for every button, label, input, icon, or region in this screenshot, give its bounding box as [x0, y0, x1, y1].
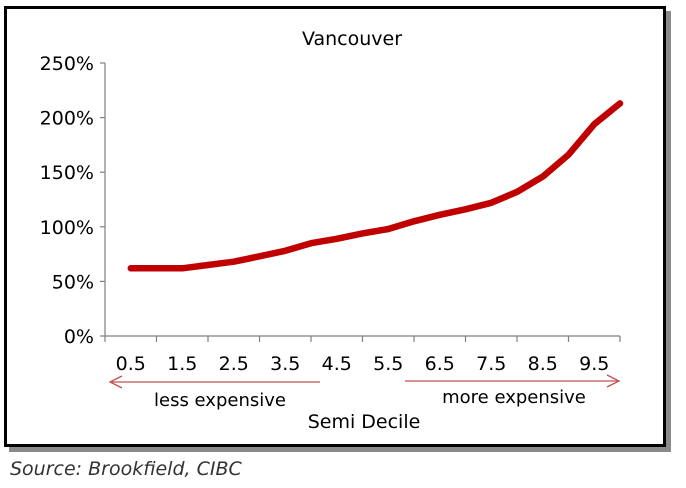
- source-caption: Source: Brookfield, CIBC: [10, 458, 242, 480]
- y-tick-label: 50%: [52, 271, 94, 293]
- less-expensive-arrowhead: [108, 375, 123, 389]
- x-tick-label: 9.5: [579, 353, 609, 375]
- x-axis-ticks: 0.5 1.5 2.5 3.5 4.5 5.5 6.5 7.5 8.5 9.5: [104, 336, 621, 375]
- y-axis-ticks: 0% 50% 100% 150% 200% 250%: [40, 53, 105, 348]
- x-tick-label: 4.5: [322, 353, 352, 375]
- y-tick-label: 100%: [40, 217, 94, 239]
- x-tick-label: 8.5: [528, 353, 558, 375]
- series-line: [127, 100, 624, 272]
- x-tick-label: 6.5: [425, 353, 455, 375]
- more-expensive-arrowhead: [606, 374, 621, 388]
- x-tick-label: 1.5: [167, 353, 197, 375]
- y-tick-label: 0%: [64, 326, 94, 348]
- annotation-layer: less expensive more expensive: [108, 374, 621, 411]
- y-tick-label: 150%: [40, 162, 94, 184]
- y-tick-label: 250%: [40, 53, 94, 75]
- chart-frame: [4, 6, 666, 447]
- more-expensive-label: more expensive: [442, 387, 586, 408]
- x-tick-label: 2.5: [219, 353, 249, 375]
- x-tick-label: 3.5: [270, 353, 300, 375]
- y-tick-label: 200%: [40, 108, 94, 130]
- x-tick-label: 0.5: [116, 353, 146, 375]
- series-layer: [127, 100, 624, 272]
- x-tick-label: 5.5: [373, 353, 403, 375]
- x-tick-label: 7.5: [476, 353, 506, 375]
- less-expensive-label: less expensive: [154, 390, 286, 411]
- axes: [104, 63, 620, 337]
- x-axis-label: Semi Decile: [308, 411, 421, 433]
- chart-title: Vancouver: [302, 28, 402, 50]
